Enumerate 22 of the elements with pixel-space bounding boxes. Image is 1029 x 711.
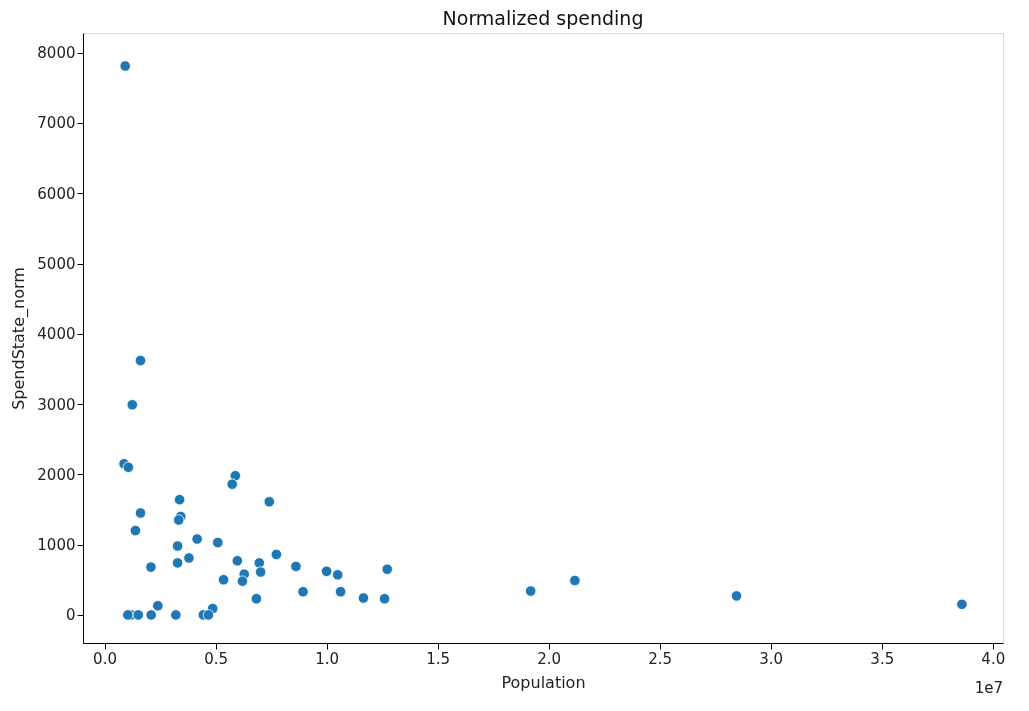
y-tick-label: 7000 bbox=[37, 114, 76, 133]
x-tick-label: 3.0 bbox=[759, 649, 784, 668]
y-tick-label: 1000 bbox=[37, 536, 76, 555]
x-tick-label: 2.0 bbox=[537, 649, 562, 668]
y-tick-label: 3000 bbox=[37, 395, 76, 414]
y-axis-title: SpendState_norm bbox=[9, 267, 30, 410]
x-tick-label: 1.0 bbox=[315, 649, 340, 668]
x-tick-label: 1.5 bbox=[426, 649, 451, 668]
text: 1e7 bbox=[974, 679, 1003, 697]
y-tick-label: 0 bbox=[65, 606, 76, 625]
chart-title: Normalized spending bbox=[442, 7, 644, 29]
y-tick-label: 2000 bbox=[37, 465, 76, 484]
x-tick-label: 3.5 bbox=[870, 649, 895, 668]
x-tick-label: 0.0 bbox=[93, 649, 117, 668]
y-tick-label: 4000 bbox=[37, 325, 76, 344]
y-tick-label: 5000 bbox=[37, 255, 76, 274]
x-tick-label: 2.5 bbox=[648, 649, 673, 668]
y-tick-label: 8000 bbox=[37, 44, 76, 63]
y-tick-label: 6000 bbox=[37, 184, 76, 203]
x-axis-title: Population bbox=[501, 672, 586, 692]
x-tick-label: 4.0 bbox=[981, 649, 1006, 668]
x-tick-label: 0.5 bbox=[204, 649, 228, 668]
